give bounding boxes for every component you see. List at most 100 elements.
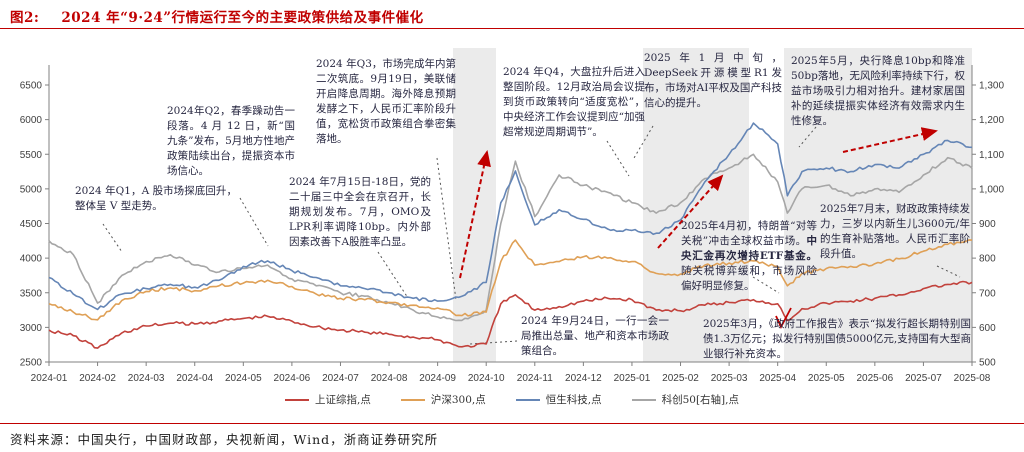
x-tick-label: 2024-04 <box>176 373 213 384</box>
annotation-apr-2025: 2025年4月初，特朗普“对等关税”冲击全球权益市场。中央汇金再次增持ETF基金… <box>681 219 817 294</box>
x-tick-label: 2024-02 <box>79 373 116 384</box>
annotation-connector <box>606 140 630 177</box>
annotation-plenum-jul-2024: 2024 年7月15日-18日，党的二十届三中全会在京召开，长期规划发布。7月，… <box>289 175 431 250</box>
left-tick-label: 6000 <box>20 115 43 126</box>
title-divider-line <box>0 28 1024 29</box>
annotation-text: 2025年7月末，财政政策持续发力，三岁以内新生儿3600元/年的生育补贴落地。… <box>820 203 970 260</box>
right-tick-label: 1,200 <box>979 115 1004 126</box>
left-tick-label: 4000 <box>20 254 43 265</box>
annotation-text: 2025年1月中旬，DeepSeek开源模型R1发布，市场对AI平权及国产科技信… <box>644 52 782 109</box>
annotation-connector <box>798 126 817 148</box>
trend-arrow <box>657 174 724 249</box>
annotation-text: 2025年4月初，特朗普“对等关税”冲击全球权益市场。 <box>681 220 817 247</box>
annotation-q1-2024: 2024 年Q1，A 股市场探底回升，整体呈 V 型走势。 <box>75 184 237 214</box>
left-tick-label: 6500 <box>20 81 43 92</box>
right-tick-label: 700 <box>979 288 996 299</box>
right-tick-label: 1,000 <box>979 184 1004 195</box>
figure-number: 图2: <box>10 10 40 26</box>
x-tick-label: 2025-04 <box>759 373 796 384</box>
x-tick-label: 2024-07 <box>322 373 359 384</box>
annotation-text: 2024 年Q1，A 股市场探底回升，整体呈 V 型走势。 <box>75 185 237 212</box>
legend-item-csi300: 沪深300,点 <box>400 392 486 407</box>
x-tick-label: 2025-01 <box>614 373 651 384</box>
legend-label: 恒生科技,点 <box>545 394 602 406</box>
legend-item-hstech: 恒生科技,点 <box>515 392 602 407</box>
source-note: 资料来源：中国央行，中国财政部，央视新闻，Wind，浙商证券研究所 <box>10 432 439 447</box>
red-check-mark <box>775 307 792 330</box>
annotation-sep24-2024: 2024 年9月24日，一行一会一局推出总量、地产和资本市场政策组合。 <box>521 314 669 359</box>
series-line-sse <box>48 280 973 349</box>
annotation-connector <box>752 276 780 294</box>
legend-swatch <box>285 398 309 401</box>
figure-title-text: 2024 年“9·24”行情运行至今的主要政策供给及事件催化 <box>61 10 424 26</box>
x-tick-label: 2025-02 <box>662 373 699 384</box>
page-title: 图2: 2024 年“9·24”行情运行至今的主要政策供给及事件催化 <box>10 6 424 26</box>
shaded-band <box>453 48 496 362</box>
right-tick-label: 800 <box>979 254 996 265</box>
x-tick-label: 2025-08 <box>954 373 991 384</box>
annotation-text: 随关税博弈缓和，市场风险偏好明显修复。 <box>681 264 817 292</box>
x-tick-label: 2025-05 <box>808 373 845 384</box>
annotation-deepseek-jan-2025: 2025年1月中旬，DeepSeek开源模型R1发布，市场对AI平权及国产科技信… <box>644 51 782 111</box>
annotation-text-bold: 中央汇金再次增持ETF基金。 <box>681 234 817 262</box>
annotation-text: 2024 年7月15日-18日，党的二十届三中全会在京召开，长期规划发布。7月，… <box>289 176 431 248</box>
left-tick-label: 4500 <box>20 219 43 230</box>
x-tick-label: 2024-10 <box>468 373 505 384</box>
annotation-text: 2024 年9月24日，一行一会一局推出总量、地产和资本市场政策组合。 <box>521 315 669 357</box>
shaded-band <box>784 48 972 362</box>
x-tick-label: 2025-06 <box>856 373 893 384</box>
annotation-connector <box>239 197 269 247</box>
annotation-q4-2024: 2024 年Q4，大盘拉升后进入整固阶段。12月政治局会议提到货币政策转向“适度… <box>503 65 645 140</box>
annotation-q2-2024: 2024年Q2，春季躁动告一段落。4 月 12 日，新“国九条”发布，5月地方性… <box>167 104 295 179</box>
legend-label: 沪深300,点 <box>430 394 486 406</box>
x-tick-label: 2024-06 <box>274 373 311 384</box>
annotation-jul-2025: 2025年7月末，财政政策持续发力，三岁以内新生儿3600元/年的生育补贴落地。… <box>820 202 970 262</box>
series-line-hstech <box>48 122 973 311</box>
annotation-connector <box>436 157 457 301</box>
annotation-mar-2025: 2025年3月，《政府工作报告》表示“拟发行超长期特别国债1.3万亿元；拟发行特… <box>703 317 971 362</box>
right-tick-label: 1,100 <box>979 150 1004 161</box>
legend-item-star50: 科创50[右轴],点 <box>631 392 739 407</box>
x-tick-label: 2024-09 <box>419 373 456 384</box>
annotation-text: 2024年Q2，春季躁动告一段落。4 月 12 日，新“国九条”发布，5月地方性… <box>167 105 295 177</box>
right-tick-label: 900 <box>979 219 996 230</box>
trend-arrow <box>459 150 491 279</box>
x-tick-label: 2024-11 <box>517 373 553 384</box>
right-tick-label: 500 <box>979 358 996 369</box>
legend-swatch <box>631 398 656 401</box>
annotation-text: 2025年5月，央行降息10bp和降准50bp落地，无风险利率持续下行，权益市场… <box>791 55 965 127</box>
left-tick-label: 3000 <box>20 323 43 334</box>
annotation-connector <box>936 265 961 278</box>
right-tick-label: 600 <box>979 323 996 334</box>
chart-legend: 上证综指,点 沪深300,点 恒生科技,点 科创50[右轴],点 <box>0 392 1024 407</box>
left-tick-label: 5000 <box>20 184 43 195</box>
x-tick-label: 2024-12 <box>565 373 602 384</box>
series-line-csi300 <box>48 239 973 321</box>
annotation-connector <box>633 125 654 159</box>
legend-swatch <box>515 398 540 401</box>
x-tick-label: 2024-03 <box>128 373 165 384</box>
legend-item-sse: 上证综指,点 <box>285 392 371 407</box>
left-tick-label: 2500 <box>20 358 43 369</box>
annotation-connector <box>102 223 123 253</box>
x-tick-label: 2024-01 <box>31 373 68 384</box>
left-tick-label: 3500 <box>20 288 43 299</box>
legend-swatch <box>400 398 425 401</box>
x-tick-label: 2024-05 <box>225 373 262 384</box>
annotation-text: 2024 年Q3，市场完成年内第二次筑底。9月19日，美联储开启降息周期。海外降… <box>316 58 456 145</box>
annotation-connector <box>377 251 409 299</box>
x-tick-label: 2025-03 <box>711 373 748 384</box>
footer-divider-line <box>0 423 1024 424</box>
left-tick-label: 5500 <box>20 150 43 161</box>
annotation-text: 2025年3月，《政府工作报告》表示“拟发行超长期特别国债1.3万亿元；拟发行特… <box>703 318 971 360</box>
x-tick-label: 2025-07 <box>905 373 942 384</box>
legend-label: 科创50[右轴],点 <box>661 394 739 406</box>
right-tick-label: 1,300 <box>979 81 1004 92</box>
x-tick-label: 2024-08 <box>371 373 408 384</box>
legend-label: 上证综指,点 <box>315 394 371 406</box>
annotation-may-2025: 2025年5月，央行降息10bp和降准50bp落地，无风险利率持续下行，权益市场… <box>791 54 965 129</box>
annotation-text: 2024 年Q4，大盘拉升后进入整固阶段。12月政治局会议提到货币政策转向“适度… <box>503 66 645 138</box>
